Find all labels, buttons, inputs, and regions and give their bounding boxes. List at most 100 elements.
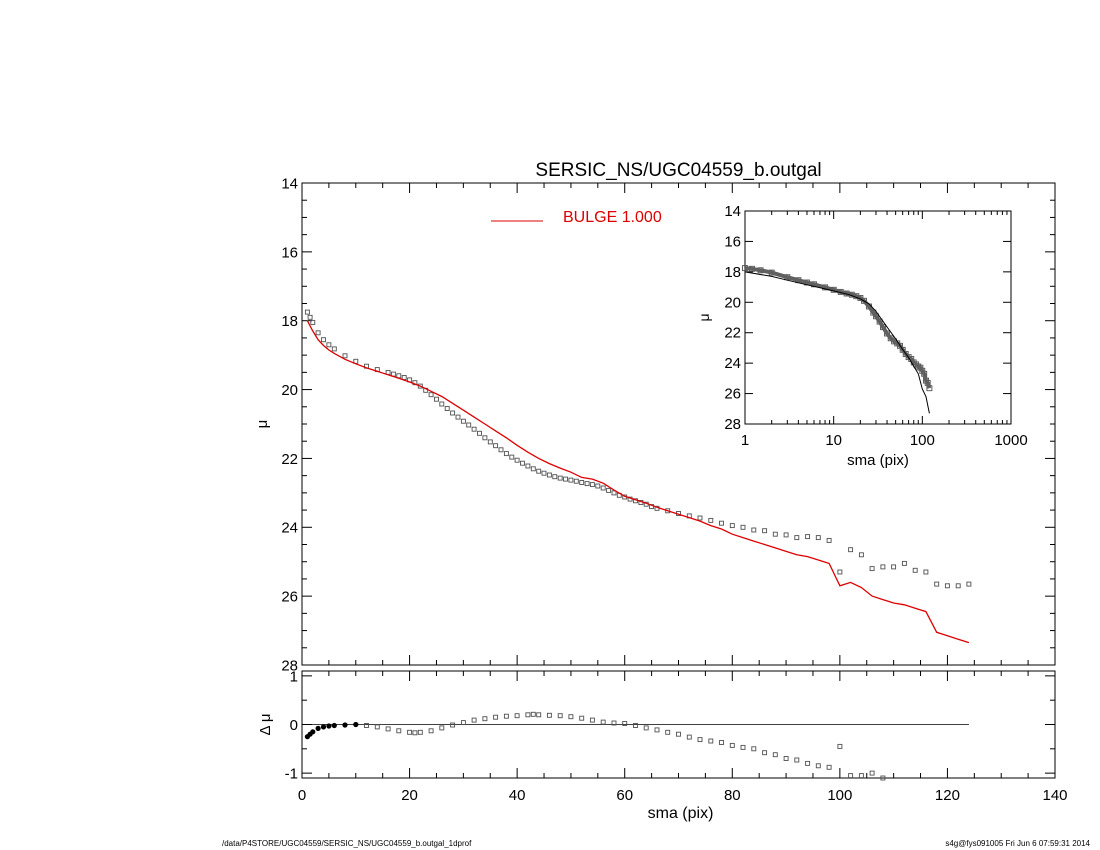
residual-point: [331, 722, 337, 729]
data-point: [455, 414, 461, 420]
residual-point: [837, 743, 843, 749]
data-point: [805, 534, 811, 540]
main-series: [304, 309, 972, 644]
residual-point: [880, 775, 886, 781]
y-tick-label: 0: [290, 717, 298, 734]
data-point: [321, 337, 326, 343]
residual-point: [471, 717, 477, 723]
data-point: [520, 460, 525, 466]
residual-point: [643, 725, 649, 731]
data-point: [966, 581, 972, 587]
data-point: [934, 581, 940, 587]
residual-point: [686, 734, 692, 740]
residual-point: [633, 723, 638, 728]
inset-y-tick-label: 18: [724, 264, 741, 281]
data-point: [498, 447, 504, 453]
data-point: [401, 375, 407, 380]
residual-point: [536, 712, 542, 718]
data-point: [751, 527, 757, 533]
inset-y-tick-label: 16: [724, 233, 741, 250]
x-axis-label: sma (pix): [648, 805, 714, 822]
data-point: [331, 346, 337, 352]
residual-point: [374, 724, 380, 730]
footer-file-path: /data/P4STORE/UGC04559/SERSIC_NS/UGC0455…: [222, 839, 472, 848]
data-point: [600, 485, 606, 491]
data-point: [869, 566, 875, 572]
inset-y-tick-label: 14: [724, 203, 741, 220]
residual-point: [460, 720, 466, 726]
residual-point: [611, 720, 617, 726]
inset-plot-frame: [744, 210, 1012, 425]
data-point: [326, 342, 332, 348]
data-point: [557, 475, 563, 481]
data-point: [434, 396, 439, 402]
x-tick-label: 140: [1042, 787, 1067, 804]
residual-point: [412, 730, 418, 736]
data-point: [546, 472, 552, 478]
data-point: [525, 463, 531, 469]
residual-point: [848, 773, 854, 779]
inset-background: [705, 207, 1021, 468]
residual-point: [353, 721, 359, 728]
y-tick-label: 20: [281, 382, 298, 399]
data-point: [471, 426, 477, 432]
y-tick-label: 14: [281, 175, 298, 192]
inset-y-tick-label: 24: [724, 355, 741, 372]
residual-point: [514, 713, 520, 719]
data-point: [487, 439, 493, 445]
data-point: [955, 583, 961, 589]
data-point: [880, 564, 886, 570]
y-tick-label: 1: [290, 668, 298, 685]
data-point: [891, 564, 897, 570]
residual-point: [815, 763, 821, 769]
y-tick-label: 24: [281, 520, 298, 537]
x-tick-label: 60: [616, 787, 633, 804]
inset-x-tick-label: 100: [910, 432, 935, 449]
data-point: [315, 330, 321, 336]
data-point: [729, 523, 735, 529]
legend-label: BULGE 1.000: [563, 209, 662, 226]
residual-point: [530, 711, 536, 717]
inset-series: [742, 265, 933, 414]
data-point: [428, 392, 434, 398]
data-point: [708, 517, 714, 523]
y-tick-label: 16: [281, 244, 298, 261]
data-point: [417, 383, 423, 389]
residual-point: [320, 724, 327, 730]
inset-y-tick-label: 20: [724, 294, 741, 311]
x-tick-label: 80: [724, 787, 741, 804]
residual-point: [729, 742, 735, 748]
x-tick-label: 120: [935, 787, 960, 804]
data-point: [460, 418, 466, 424]
residual-point: [858, 773, 864, 779]
data-point: [342, 353, 348, 359]
data-point: [901, 560, 907, 566]
inset-x-axis-label: sma (pix): [847, 452, 909, 469]
residual-point: [315, 725, 321, 732]
data-point: [310, 319, 316, 325]
x-tick-label: 20: [401, 787, 418, 804]
bulge-model-line: [306, 320, 970, 644]
data-point: [589, 482, 595, 488]
data-point: [482, 435, 488, 441]
residual-point: [407, 729, 413, 735]
residual-point: [708, 738, 714, 744]
residual-point: [869, 770, 875, 776]
footer-timestamp: s4g@fys091005 Fri Jun 6 07:59:31 2014: [945, 839, 1090, 848]
residual-point: [385, 726, 391, 732]
data-point: [304, 309, 310, 315]
data-point: [719, 520, 724, 526]
data-point: [450, 410, 456, 416]
main-panel: 14 16 18 20 22 24 26 28 SERSIC_NS/UGC04559_b.out…: [254, 160, 1056, 674]
residual-point: [772, 752, 778, 758]
data-point: [837, 569, 843, 575]
residual-point: [826, 764, 832, 770]
residual-point: [396, 728, 402, 734]
data-point: [503, 451, 509, 457]
data-point: [923, 569, 929, 575]
y-tick-label: 18: [281, 313, 298, 330]
y-tick-label: -1: [285, 766, 298, 783]
data-point: [493, 443, 499, 449]
residual-point: [428, 728, 434, 734]
